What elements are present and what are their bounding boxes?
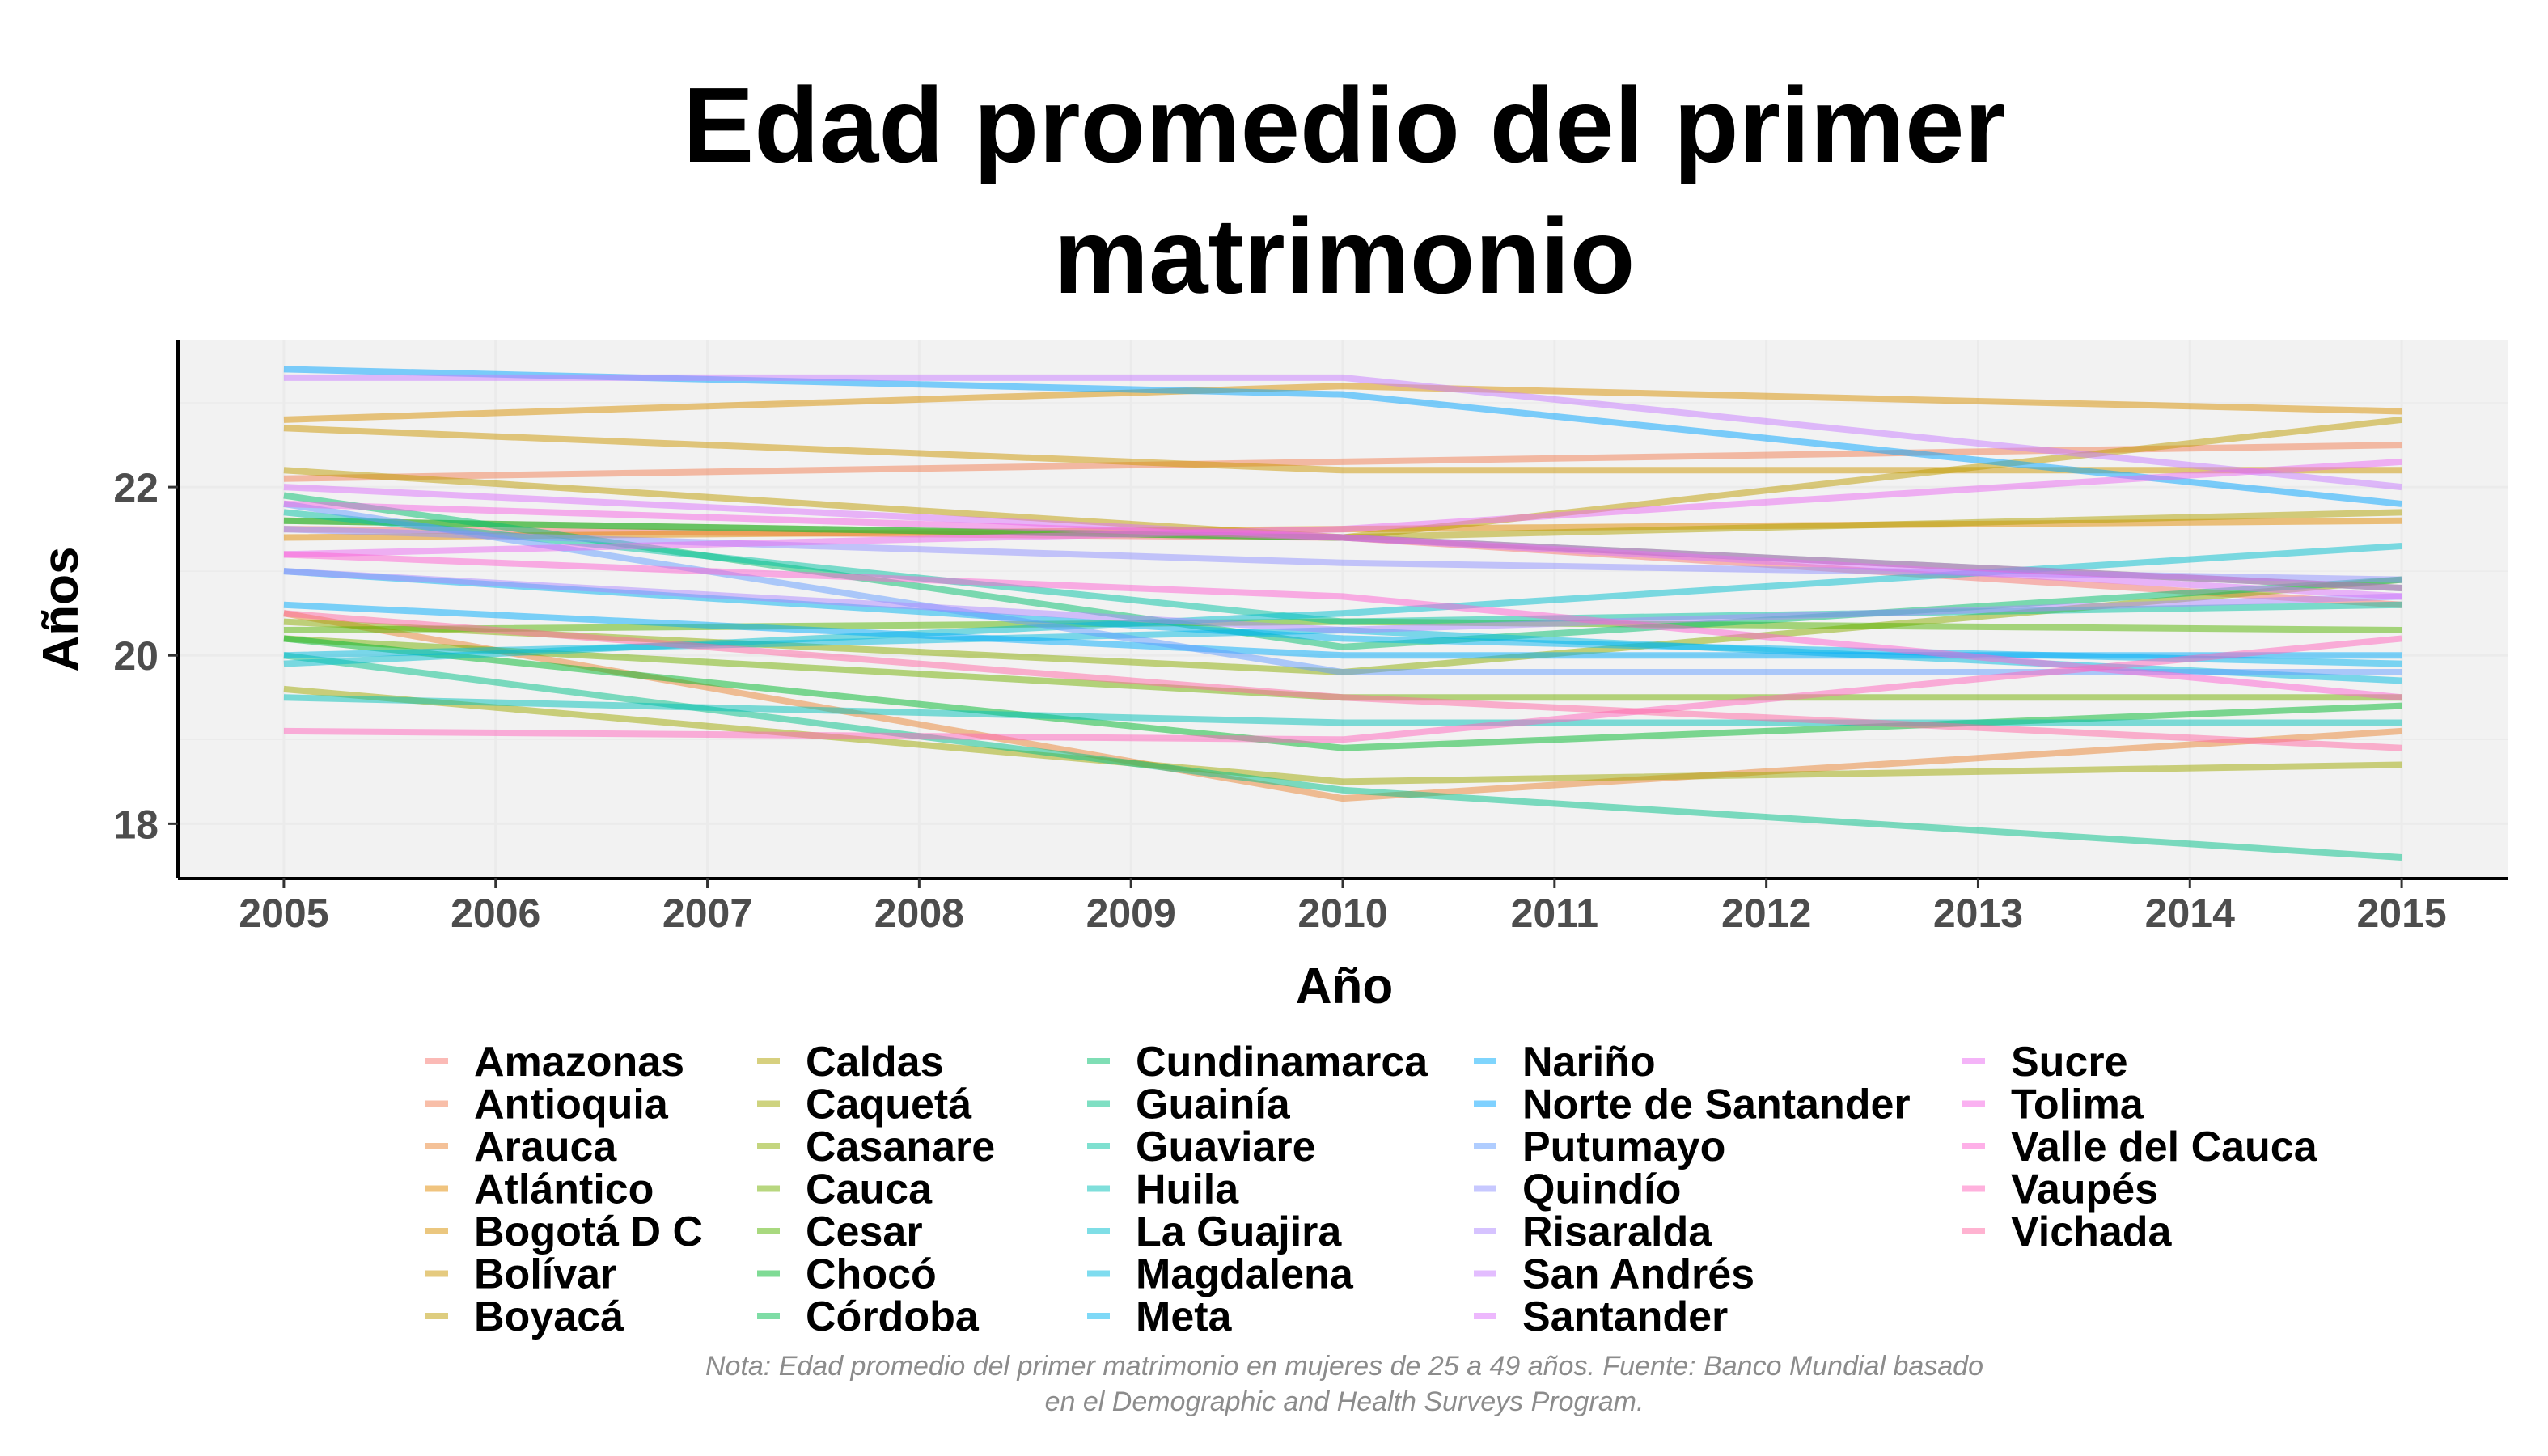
legend-label: Risaralda xyxy=(1522,1208,1712,1255)
legend-label: Bolívar xyxy=(474,1251,616,1298)
legend-label: Cauca xyxy=(806,1166,933,1213)
legend-label: Cesar xyxy=(806,1208,923,1255)
legend-label: Norte de Santander xyxy=(1522,1081,1911,1128)
legend-label: Santander xyxy=(1522,1293,1728,1340)
chart-title-line-2: matrimonio xyxy=(1054,197,1636,315)
legend-label: Vaupés xyxy=(2011,1166,2158,1213)
legend-label: San Andrés xyxy=(1522,1251,1754,1298)
legend-label: Caquetá xyxy=(806,1081,972,1128)
legend-label: Guaviare xyxy=(1136,1124,1316,1170)
legend-label: Nariño xyxy=(1522,1039,1656,1086)
series-line xyxy=(283,551,2402,701)
legend-label: Antioquia xyxy=(474,1081,669,1128)
series-line xyxy=(283,610,2402,751)
legend-label: Atlántico xyxy=(474,1166,654,1213)
x-tick-label: 2010 xyxy=(1297,891,1387,936)
x-tick-label: 2007 xyxy=(662,891,752,936)
series-lines xyxy=(283,366,2402,861)
legend-label: Cundinamarca xyxy=(1136,1039,1428,1086)
series-line xyxy=(283,652,2402,861)
y-tick-label: 20 xyxy=(113,633,159,679)
caption-line-2: en el Demographic and Health Surveys Pro… xyxy=(1045,1386,1644,1417)
legend-label: Tolima xyxy=(2011,1081,2144,1128)
series-line xyxy=(283,568,2402,634)
series-line xyxy=(283,500,2402,591)
series-line xyxy=(283,694,2402,726)
x-tick-label: 2013 xyxy=(1933,891,2023,936)
legend-label: Putumayo xyxy=(1522,1124,1725,1170)
legend-label: Arauca xyxy=(474,1124,617,1170)
legend-label: Chocó xyxy=(806,1251,937,1298)
legend-label: Meta xyxy=(1136,1293,1233,1340)
x-axis-title: Año xyxy=(1296,959,1394,1014)
legend-label: Guainía xyxy=(1136,1081,1291,1128)
y-tick-label: 22 xyxy=(113,465,159,510)
series-line xyxy=(283,601,2402,659)
x-tick-label: 2006 xyxy=(451,891,540,936)
series-line xyxy=(283,383,2402,423)
legend-label: Amazonas xyxy=(474,1039,684,1086)
chart-title: Edad promedio del primer xyxy=(683,66,2006,184)
legend-label: Quindío xyxy=(1522,1166,1681,1213)
legend-label: Caldas xyxy=(806,1039,944,1086)
x-tick-label: 2014 xyxy=(2145,891,2235,936)
x-tick-label: 2012 xyxy=(1721,891,1811,936)
series-line xyxy=(283,374,2402,491)
legend-label: Sucre xyxy=(2011,1039,2128,1086)
legend-label: Córdoba xyxy=(806,1293,980,1340)
legend-label: Vichada xyxy=(2011,1208,2173,1255)
legend-label: Valle del Cauca xyxy=(2011,1124,2318,1170)
legend-label: Huila xyxy=(1136,1166,1239,1213)
y-tick-label: 18 xyxy=(113,802,159,847)
series-line xyxy=(283,458,2402,558)
legend-label: La Guajira xyxy=(1136,1208,1342,1255)
x-tick-label: 2009 xyxy=(1086,891,1176,936)
series-line xyxy=(283,685,2402,785)
caption-line-1: Nota: Edad promedio del primer matrimoni… xyxy=(705,1351,1983,1382)
legend-label: Magdalena xyxy=(1136,1251,1354,1298)
x-tick-label: 2015 xyxy=(2356,891,2446,936)
x-tick-label: 2011 xyxy=(1511,891,1598,936)
x-tick-label: 2005 xyxy=(239,891,328,936)
x-axis-ticks: 2005 2006 2007 2008 2009 2010 2011 2012 2013 2014… xyxy=(239,878,2447,936)
y-axis-ticks: 18 20 22 xyxy=(113,465,178,847)
y-axis-title: Años xyxy=(33,547,89,672)
legend-label: Bogotá D C xyxy=(474,1208,703,1255)
legend-label: Boyacá xyxy=(474,1293,624,1340)
legend-label: Casanare xyxy=(806,1124,995,1170)
series-line xyxy=(283,635,2402,743)
x-tick-label: 2008 xyxy=(874,891,964,936)
